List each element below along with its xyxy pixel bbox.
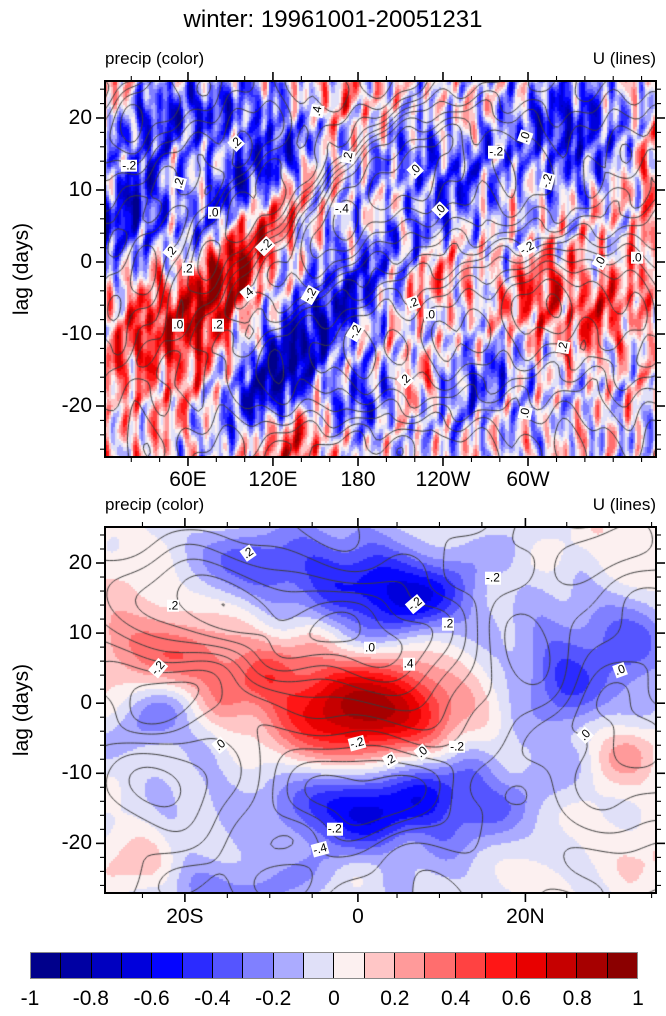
colorbar-cell (182, 953, 214, 978)
colorbar-tick-label: -0.4 (194, 987, 231, 1010)
colorbar-cell (213, 953, 244, 978)
contour-label: .4 (309, 104, 325, 119)
x-tick-label: 120W (415, 468, 471, 491)
colorbar-tick-label: -0.2 (255, 987, 292, 1010)
colorbar (30, 952, 638, 979)
x-tick-label: 180 (340, 468, 376, 491)
colorbar-tick-label: -1 (20, 987, 40, 1010)
x-tick-label: 20S (166, 905, 204, 928)
x-tick-label: 60W (506, 468, 550, 491)
x-tick-label: 20N (506, 905, 545, 928)
top-panel-plot-area: -.2.2.0.2.4 -.4.2 -.2.2.4.0.2 -.2 -.2 -.2.0.0… (105, 81, 656, 457)
colorbar-cell (364, 953, 396, 978)
y-tick-label: 0 (80, 691, 92, 715)
contour-label: .2 (167, 598, 180, 613)
colorbar-cell (304, 953, 335, 978)
bottom-panel-heatmap-canvas (105, 527, 656, 893)
bottom-panel-contour-label: U (lines) (592, 495, 656, 514)
colorbar-cell (425, 953, 456, 978)
y-tick-label: 20 (68, 551, 92, 574)
colorbar-cell (334, 953, 365, 978)
contour-label: .0 (364, 640, 377, 655)
top-panel-shading-label: precip (color) (105, 49, 205, 68)
colorbar-cell (273, 953, 305, 978)
colorbar-tick-label: 0.6 (501, 987, 531, 1010)
colorbar-cell (152, 953, 183, 978)
colorbar-cell (455, 953, 487, 978)
colorbar-cell (122, 953, 153, 978)
contour-label: .2 (211, 318, 224, 333)
colorbar-tick-label: -0.8 (72, 987, 109, 1010)
y-tick-label: -10 (61, 322, 92, 345)
colorbar-cell (243, 953, 274, 978)
colorbar-cell (607, 953, 637, 978)
colorbar-tick-label: -0.6 (133, 987, 170, 1010)
page-title: winter: 19961001-20051231 (183, 6, 483, 33)
x-tick-label: 120E (248, 468, 298, 491)
y-tick-label: -20 (61, 831, 92, 855)
colorbar-tick-label: 0 (328, 987, 340, 1010)
contour-label: .0 (630, 250, 643, 265)
contour-label: .2 (554, 339, 571, 354)
y-tick-label: -10 (61, 761, 92, 785)
contour-label: .4 (402, 656, 415, 671)
y-tick-label: 0 (80, 250, 92, 273)
colorbar-cell (486, 953, 517, 978)
colorbar-cell (577, 953, 608, 978)
contour-label: .0 (172, 318, 185, 333)
contour-label: -.4 (333, 201, 350, 216)
bottom-panel-plot-area: .2.2 -.2.0.4.2 -.2 -.2.0 -.2.2.0 -.2 -.2 -.4.0.… (105, 527, 656, 893)
contour-label: .2 (442, 616, 455, 631)
contour-label: .0 (207, 205, 220, 220)
contour-label: .2 (339, 149, 356, 164)
colorbar-cell (516, 953, 547, 978)
colorbar-tick-label: 1 (632, 987, 644, 1010)
colorbar-cell (91, 953, 123, 978)
colorbar-tick-label: 0.4 (440, 987, 471, 1010)
bottom-panel-shading-label: precip (color) (105, 495, 205, 514)
top-panel-contour-label: U (lines) (592, 49, 656, 68)
contour-label: -.2 (326, 821, 343, 836)
x-tick-label: 60E (169, 468, 207, 491)
contour-label: -.2 (484, 570, 501, 585)
x-tick-label: 0 (352, 905, 364, 928)
colorbar-cell (395, 953, 426, 978)
contour-label: .0 (424, 307, 437, 322)
colorbar-cell (61, 953, 92, 978)
colorbar-tick-label: 0.2 (380, 987, 410, 1010)
y-tick-label: 20 (68, 105, 92, 129)
contour-label: .2 (181, 261, 194, 276)
colorbar-cell (31, 953, 62, 978)
contour-label: -.2 (121, 158, 138, 173)
y-tick-label: -20 (61, 394, 92, 417)
colorbar-tick-label: 0.8 (562, 987, 592, 1010)
contour-label: -.2 (449, 739, 466, 754)
contour-label: .0 (516, 405, 533, 421)
colorbar-cell (546, 953, 578, 978)
contour-label: -.2 (488, 145, 505, 160)
y-tick-label: 10 (68, 178, 92, 201)
y-tick-label: 10 (68, 621, 92, 645)
